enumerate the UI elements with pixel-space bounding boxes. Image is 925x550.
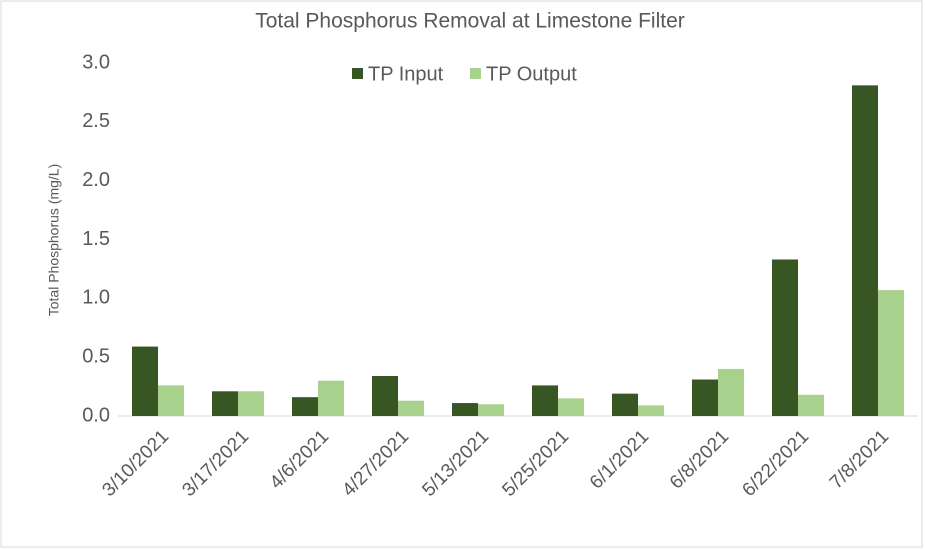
bar <box>398 400 424 416</box>
y-tick-label: 0.0 <box>82 404 110 426</box>
bar <box>532 385 558 416</box>
legend-swatch <box>470 68 481 79</box>
chart-title: Total Phosphorus Removal at Limestone Fi… <box>255 10 685 33</box>
bar <box>132 346 158 416</box>
y-tick-label: 3.0 <box>82 51 110 73</box>
bar <box>878 290 904 416</box>
bar <box>798 394 824 416</box>
bar <box>718 368 744 416</box>
legend-label: TP Output <box>486 63 577 85</box>
bar <box>372 375 398 416</box>
y-tick-label: 0.5 <box>82 345 110 367</box>
bar <box>158 385 184 416</box>
bar <box>292 397 318 416</box>
bar <box>212 391 238 416</box>
bar <box>638 405 664 416</box>
bar <box>692 379 718 416</box>
y-tick-label: 1.5 <box>82 228 110 250</box>
y-tick-label: 2.5 <box>82 110 110 132</box>
y-tick-label: 2.0 <box>82 169 110 191</box>
bar <box>238 391 264 416</box>
bar <box>452 403 478 416</box>
bar <box>558 398 584 416</box>
bar <box>852 85 878 417</box>
y-tick-label: 1.0 <box>82 287 110 309</box>
bar <box>478 404 504 416</box>
bar <box>318 380 344 416</box>
legend-label: TP Input <box>368 63 444 85</box>
bar <box>612 393 638 416</box>
legend-swatch <box>352 68 363 79</box>
y-axis-label: Total Phosphorus (mg/L) <box>46 164 62 317</box>
bar <box>772 259 798 416</box>
